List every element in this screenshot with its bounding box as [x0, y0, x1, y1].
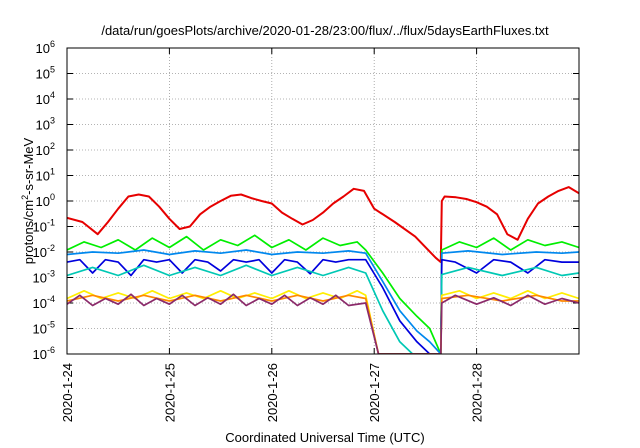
series-line-1	[67, 186, 579, 264]
series-line-6	[67, 289, 579, 354]
x-tick-label: 2020-1-24	[60, 363, 75, 422]
x-axis-label: Coordinated Universal Time (UTC)	[225, 430, 424, 445]
y-axis-ticks: 10-6 10-5 10-4 10-3 10-2 10-1 100 101 102 103 104 1…	[33, 39, 579, 362]
y-tick-label: 106	[36, 39, 55, 56]
y-tick-label: 104	[36, 90, 55, 107]
chart-title: /data/run/goesPlots/archive/2020-01-28/2…	[101, 23, 549, 38]
x-tick-label: 2020-1-25	[162, 363, 177, 422]
y-tick-label: 103	[36, 116, 55, 133]
x-axis-ticks: 2020-1-24 2020-1-25 2020-1-26 2020-1-27 2020…	[60, 48, 485, 422]
y-tick-label: 10-1	[33, 218, 55, 235]
y-tick-label: 10-4	[33, 294, 55, 311]
plot-frame	[66, 47, 580, 355]
y-tick-label: 10-3	[33, 269, 55, 286]
y-tick-label: 10-5	[33, 320, 55, 337]
series-line-8	[67, 293, 579, 354]
series-line-4	[67, 258, 579, 354]
y-tick-label: 100	[36, 192, 55, 209]
y-tick-label: 102	[36, 141, 55, 158]
series-line-3	[67, 249, 579, 354]
y-tick-label: 10-2	[33, 243, 55, 260]
y-axis-label: protons/cm2-s-sr-MeV	[20, 137, 36, 264]
x-tick-label: 2020-1-27	[367, 363, 382, 422]
series-group	[67, 186, 579, 354]
x-tick-label: 2020-1-28	[470, 363, 485, 422]
x-tick-label: 2020-1-26	[265, 363, 280, 422]
gridlines	[67, 48, 579, 354]
series-line-2	[67, 234, 579, 354]
y-tick-label: 105	[36, 65, 55, 82]
series-line-5	[67, 264, 579, 354]
y-tick-label: 101	[36, 167, 55, 184]
y-tick-label: 10-6	[33, 345, 55, 362]
